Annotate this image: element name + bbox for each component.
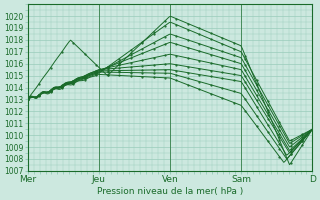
X-axis label: Pression niveau de la mer( hPa ): Pression niveau de la mer( hPa ) — [97, 187, 243, 196]
